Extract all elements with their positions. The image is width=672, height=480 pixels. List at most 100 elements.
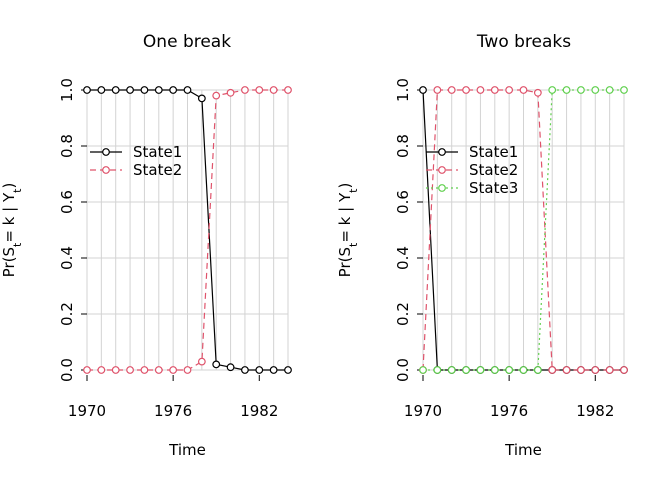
legend-marker-state3 [438,184,446,192]
data-point-state1 [226,363,235,372]
data-point-state1 [419,86,427,94]
data-point-state2 [126,366,134,374]
y-tick-label: 1.0 [394,78,412,102]
data-point-state1 [154,86,163,94]
legend-label: State3 [469,179,518,197]
y-tick-label: 0.0 [394,358,412,382]
data-point-state2 [605,366,614,374]
data-point-state3 [620,86,628,94]
data-point-state3 [591,86,600,94]
x-tick-label: 1982 [240,402,278,420]
data-point-state2 [591,366,600,374]
data-point-state3 [476,366,485,374]
data-point-state3 [419,366,427,374]
legend-label: State2 [133,161,182,179]
data-point-state1 [126,86,134,94]
x-tick-label: 1982 [576,402,614,420]
y-tick-label: 0.2 [394,302,412,326]
y-tick-label: 0.6 [58,190,76,214]
data-point-state2 [226,88,235,97]
legend-marker-state1 [438,148,446,156]
data-point-state2 [169,366,178,374]
data-point-state1 [140,86,149,94]
data-point-state1 [197,94,206,103]
data-point-state3 [577,86,585,94]
data-point-state3 [533,366,542,374]
data-point-state2 [433,86,442,94]
y-tick-label: 0.8 [394,134,412,158]
data-point-state2 [548,366,557,374]
y-axis-label: Pr(St= k | Yt) [0,183,24,278]
data-point-state3 [548,86,557,94]
data-point-state2 [83,366,91,374]
data-point-state2 [183,366,192,374]
y-tick-label: 0.8 [58,134,76,158]
legend-label: State1 [133,143,182,161]
data-point-state2 [562,366,571,374]
x-tick-label: 1976 [154,402,192,420]
data-point-state1 [241,366,249,374]
data-point-state2 [284,86,292,94]
data-point-state1 [183,86,192,94]
data-point-state3 [562,86,571,94]
data-point-state1 [111,86,120,94]
data-point-state3 [490,366,499,374]
y-axis-label: Pr(St= k | Yt) [336,183,360,278]
data-point-state1 [212,360,221,369]
legend-label: State2 [469,161,518,179]
data-point-state1 [169,86,178,94]
x-tick-label: 1970 [68,402,106,420]
chart-panel-2: Two breaks 0.0 0.2 0.4 0.6 0.8 1.0 1970 1976 1982… [336,32,628,459]
data-point-state2 [462,86,470,94]
data-point-state1 [83,86,91,94]
y-tick-label: 0.2 [58,302,76,326]
y-tick-label: 0.0 [58,358,76,382]
data-point-state3 [605,86,614,94]
data-point-state2 [476,86,485,94]
chart-panel-1: One break 0.0 0.2 0.4 0.6 0.8 1.0 1970 1976 1982 T… [0,32,292,459]
data-point-state3 [505,366,514,374]
legend-marker-state2 [102,166,110,174]
x-axis-label: Time [168,441,206,459]
legend-label: State1 [469,143,518,161]
y-tick-label: 0.4 [58,246,76,270]
x-tick-label: 1970 [404,402,442,420]
data-point-state2 [111,366,120,374]
data-point-state2 [533,88,542,97]
legend-marker-state2 [438,166,446,174]
data-point-state2 [154,366,163,374]
data-point-state2 [269,86,278,94]
data-point-state2 [519,86,528,94]
y-tick-label: 1.0 [58,78,76,102]
data-point-state2 [197,357,206,366]
data-point-state1 [269,366,278,374]
data-point-state2 [490,86,499,94]
data-point-state3 [447,366,456,374]
data-point-state3 [462,366,470,374]
data-point-state1 [97,86,106,94]
y-tick-label: 0.4 [394,246,412,270]
data-point-state2 [505,86,514,94]
data-point-state2 [447,86,456,94]
x-axis-label: Time [504,441,542,459]
data-point-state1 [284,366,292,374]
legend-marker-state1 [102,148,110,156]
data-point-state2 [577,366,585,374]
chart-title: One break [143,32,231,52]
data-point-state1 [255,366,264,374]
data-point-state2 [255,86,264,94]
data-point-state2 [212,91,221,100]
data-point-state2 [620,366,628,374]
x-tick-label: 1976 [490,402,528,420]
data-point-state2 [241,86,249,94]
data-point-state2 [97,366,106,374]
data-point-state3 [433,366,442,374]
data-point-state3 [519,366,528,374]
chart-title: Two breaks [476,32,571,52]
data-point-state2 [140,366,149,374]
y-tick-label: 0.6 [394,190,412,214]
